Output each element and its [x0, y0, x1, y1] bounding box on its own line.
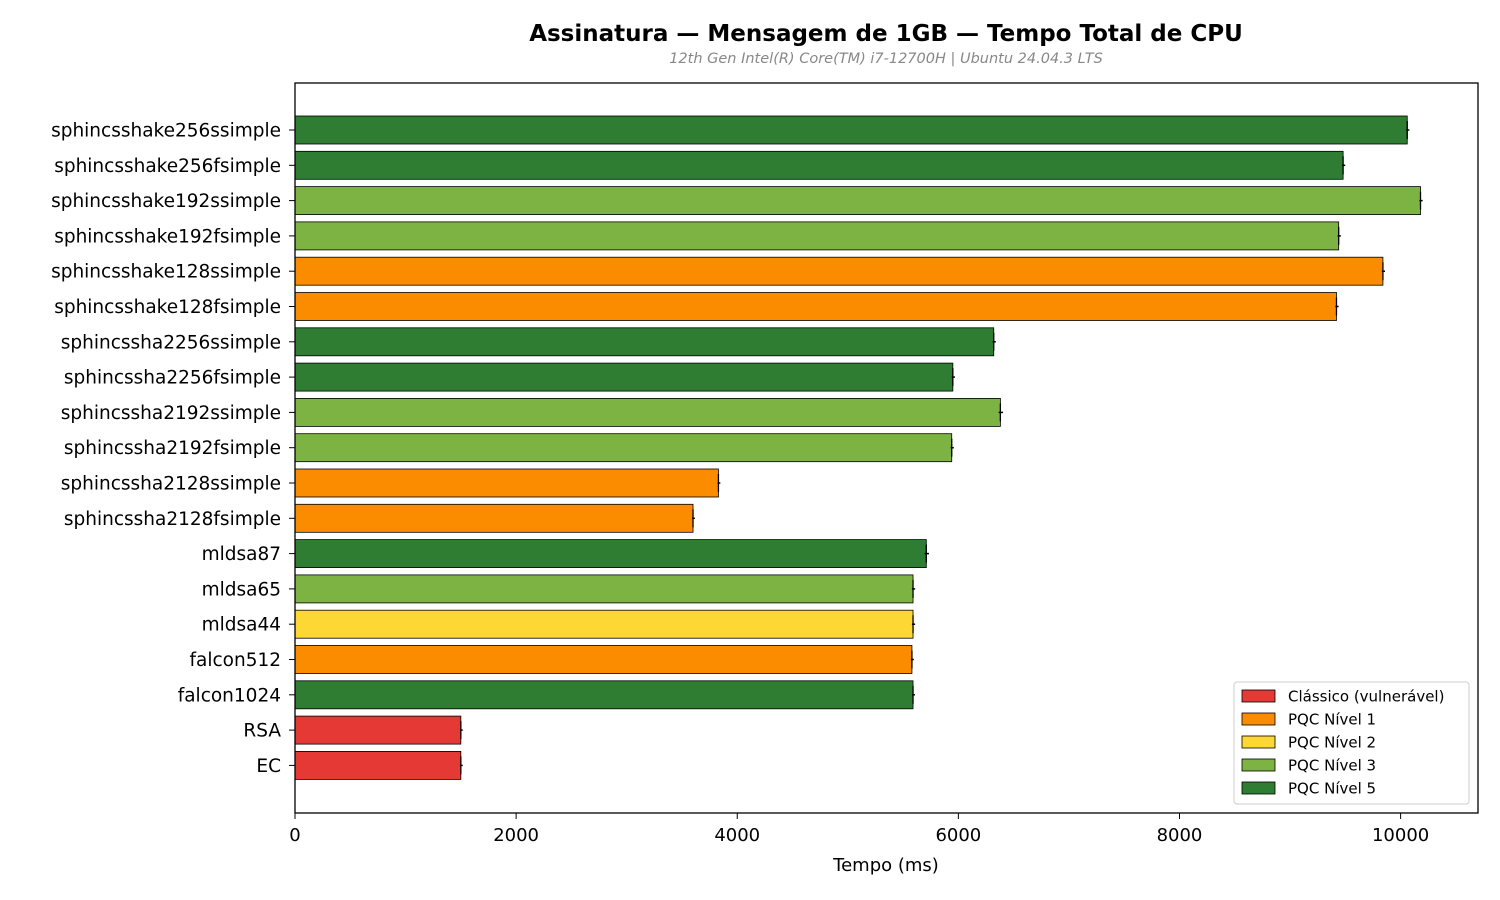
- bar: [294, 150, 1344, 180]
- bar: [294, 433, 953, 463]
- y-tick-label: mldsa65: [202, 579, 281, 600]
- bar: [294, 503, 694, 533]
- legend-swatch: [1241, 781, 1276, 795]
- bar: [294, 186, 1421, 216]
- bar: [294, 256, 1384, 286]
- y-tick-label: sphincsshake128fsimple: [54, 297, 281, 318]
- legend-label: PQC Nível 3: [1288, 757, 1376, 775]
- x-tick-label: 10000: [1372, 825, 1429, 846]
- chart-subtitle: 12th Gen Intel(R) Core(TM) i7-12700H | U…: [669, 51, 1103, 67]
- bar: [294, 115, 1408, 145]
- bar: [294, 539, 927, 568]
- y-tick-label: mldsa44: [202, 615, 281, 636]
- legend-frame: [1233, 681, 1470, 805]
- y-tick-label: mldsa87: [202, 544, 281, 565]
- bars-layer: [294, 115, 1423, 780]
- y-tick-label: falcon1024: [178, 685, 281, 706]
- bar: [294, 468, 719, 498]
- y-tick-label: falcon512: [189, 650, 281, 671]
- bar: [294, 574, 914, 604]
- bar: [294, 292, 1337, 321]
- x-tick-label: 0: [289, 825, 300, 846]
- y-tick-label: sphincssha2256ssimple: [61, 332, 281, 353]
- x-tick-label: 4000: [714, 825, 760, 846]
- bar: [294, 715, 462, 745]
- y-tick-label: sphincsshake256ssimple: [51, 121, 281, 142]
- legend-swatch: [1241, 758, 1276, 772]
- legend-swatch: [1241, 735, 1276, 749]
- legend-label: PQC Nível 2: [1288, 734, 1376, 752]
- y-tick-label: sphincssha2192ssimple: [61, 403, 281, 424]
- y-tick-label: sphincssha2128ssimple: [61, 474, 281, 495]
- x-axis: 0 2000 4000 6000 8000 10000: [289, 813, 1429, 846]
- legend-swatch: [1241, 689, 1276, 703]
- bar: [294, 680, 914, 710]
- y-axis: sphincsshake256ssimple sphincsshake256fsi…: [51, 121, 295, 777]
- y-tick-label: sphincssha2192fsimple: [64, 438, 281, 459]
- y-tick-label: sphincssha2256fsimple: [64, 368, 281, 389]
- legend-label: PQC Nível 1: [1288, 711, 1376, 729]
- bar: [294, 609, 914, 639]
- plot-frame: [294, 82, 1479, 814]
- x-tick-label: 6000: [935, 825, 981, 846]
- chart-title: Assinatura — Mensagem de 1GB — Tempo Tot…: [529, 21, 1243, 47]
- y-tick-label: sphincsshake128ssimple: [51, 262, 281, 283]
- x-axis-label: Tempo (ms): [832, 855, 939, 876]
- x-tick-label: 8000: [1157, 825, 1203, 846]
- y-tick-label: sphincsshake192ssimple: [51, 191, 281, 212]
- x-tick-label: 2000: [493, 825, 539, 846]
- bar: [294, 751, 462, 780]
- legend-swatch: [1241, 712, 1276, 726]
- legend-label: PQC Nível 5: [1288, 780, 1376, 798]
- bar: [294, 327, 995, 357]
- y-tick-label: sphincsshake256fsimple: [54, 156, 281, 177]
- bar: [294, 397, 1001, 427]
- legend: Clássico (vulnerável) PQC Nível 1 PQC Níve…: [1233, 681, 1470, 805]
- bar: [294, 221, 1340, 251]
- y-tick-label: sphincsshake192fsimple: [54, 226, 281, 247]
- legend-label: Clássico (vulnerável): [1288, 688, 1444, 706]
- y-tick-label: EC: [256, 756, 281, 777]
- bar: [294, 645, 913, 674]
- y-tick-label: sphincssha2128fsimple: [64, 509, 281, 530]
- y-tick-label: RSA: [243, 721, 281, 742]
- bar: [294, 362, 954, 392]
